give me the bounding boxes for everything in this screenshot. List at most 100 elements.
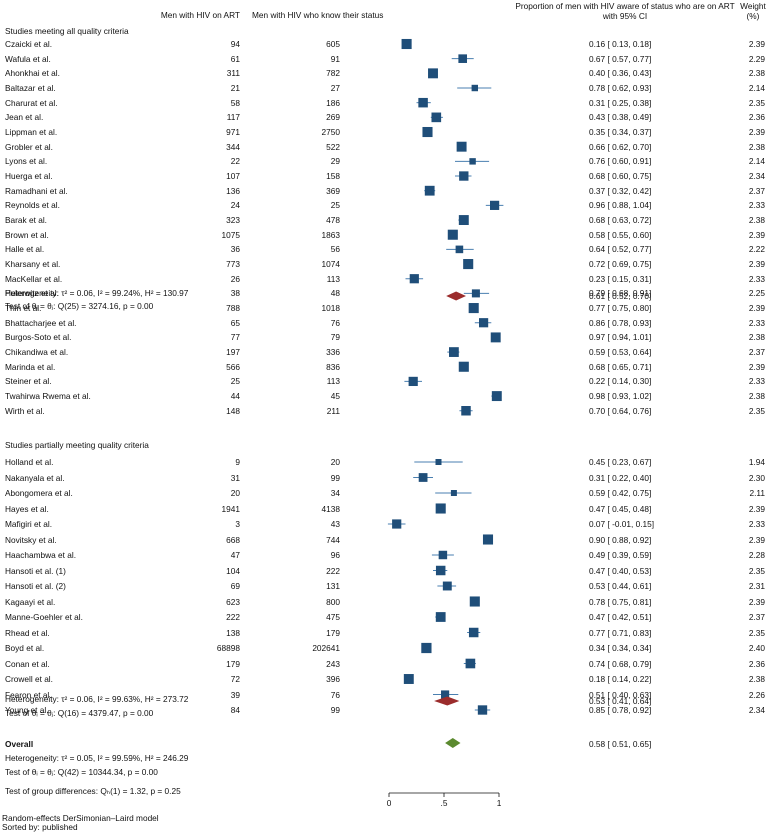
study-weight: 2.37 (748, 612, 765, 622)
study-weight: 2.34 (748, 171, 765, 182)
study-weight: 2.39 (748, 503, 765, 514)
study-art-count: 623 (226, 596, 240, 607)
study-weight: 2.37 (748, 347, 765, 358)
study-ci-text: 0.78 [ 0.62, 0.93] (589, 83, 652, 93)
study-know-count: 79 (330, 332, 340, 343)
study-name: Ramadhani et al. (5, 185, 68, 196)
study-know-count: 27 (330, 83, 340, 93)
study-ci-text: 0.68 [ 0.60, 0.75] (589, 171, 652, 182)
study-weight: 2.38 (748, 68, 765, 79)
study-name: Boyd et al. (5, 643, 45, 653)
study-box (418, 97, 428, 108)
study-box (418, 473, 428, 482)
study-ci-text: 0.90 [ 0.88, 0.92] (589, 534, 652, 545)
group-heterogeneity: Heterogeneity: τ² = 0.06, I² = 99.63%, H… (5, 694, 189, 704)
study-art-count: 179 (226, 658, 240, 669)
study-name: Hansoti et al. (1) (5, 565, 66, 576)
study-art-count: 44 (230, 391, 240, 402)
study-know-count: 1074 (321, 259, 340, 270)
study-weight: 2.39 (748, 259, 765, 270)
study-box (441, 690, 450, 699)
study-box (392, 519, 402, 529)
study-weight: 2.35 (748, 565, 765, 576)
study-art-count: 47 (230, 550, 240, 560)
study-art-count: 773 (226, 259, 240, 270)
study-art-count: 197 (226, 347, 240, 358)
study-know-count: 99 (330, 705, 340, 715)
study-box (435, 503, 446, 514)
study-art-count: 20 (230, 488, 240, 498)
study-ci-text: 0.47 [ 0.40, 0.53] (589, 565, 652, 576)
study-box (424, 185, 435, 196)
study-ci-text: 0.23 [ 0.15, 0.31] (589, 273, 652, 284)
study-weight: 2.30 (748, 472, 765, 483)
study-box (449, 347, 459, 357)
study-art-count: 36 (230, 244, 240, 255)
study-art-count: 107 (226, 171, 240, 182)
study-know-count: 2750 (321, 127, 340, 138)
study-weight: 1.94 (748, 457, 765, 467)
study-ci-text: 0.98 [ 0.93, 1.02] (589, 391, 652, 402)
study-weight: 2.39 (748, 229, 765, 240)
study-name: Pulerwitz et al. (5, 288, 59, 299)
study-art-count: 61 (230, 53, 240, 64)
study-box (463, 259, 474, 270)
group-test: Test of θᵢ = θⱼ: Q(25) = 3274.16, p = 0.… (5, 301, 154, 311)
study-know-count: 186 (326, 97, 340, 108)
study-know-count: 158 (326, 171, 340, 182)
study-ci-text: 0.66 [ 0.62, 0.70] (589, 141, 652, 152)
study-know-count: 605 (326, 39, 340, 49)
study-box (447, 229, 458, 240)
study-art-count: 65 (230, 317, 240, 328)
study-art-count: 84 (230, 705, 240, 715)
study-ci-text: 0.35 [ 0.34, 0.37] (589, 127, 652, 138)
study-art-count: 25 (230, 376, 240, 387)
study-weight: 2.39 (748, 361, 765, 372)
study-name: Marinda et al. (5, 361, 56, 372)
study-box (408, 376, 418, 387)
study-know-count: 1018 (321, 303, 340, 314)
study-know-count: 34 (330, 488, 340, 498)
study-ci-text: 0.68 [ 0.63, 0.72] (589, 215, 652, 226)
study-name: Ahonkhai et al. (5, 68, 60, 79)
study-art-count: 222 (226, 612, 240, 622)
study-know-count: 113 (326, 376, 340, 387)
study-name: Huerga et al. (5, 171, 53, 182)
study-ci-text: 0.58 [ 0.55, 0.60] (589, 229, 652, 240)
study-name: Halle et al. (5, 244, 45, 255)
study-art-count: 72 (230, 674, 240, 684)
study-ci-text: 0.64 [ 0.52, 0.77] (589, 244, 652, 255)
study-know-count: 179 (326, 627, 340, 638)
study-art-count: 3 (235, 519, 240, 529)
study-know-count: 131 (326, 581, 340, 591)
study-ci-text: 0.67 [ 0.57, 0.77] (589, 53, 652, 64)
study-know-count: 222 (326, 565, 340, 576)
study-ci-text: 0.85 [ 0.78, 0.92] (589, 705, 652, 715)
study-ci-text: 0.72 [ 0.69, 0.75] (589, 259, 652, 270)
study-ci-text: 0.70 [ 0.64, 0.76] (589, 405, 652, 416)
study-know-count: 369 (326, 185, 340, 196)
study-box (471, 289, 480, 298)
study-ci-text: 0.49 [ 0.39, 0.59] (589, 550, 652, 560)
study-know-count: 211 (326, 405, 340, 416)
study-box (482, 534, 494, 545)
study-box (469, 596, 480, 607)
study-art-count: 69 (230, 581, 240, 591)
study-ci-text: 0.74 [ 0.68, 0.79] (589, 658, 652, 669)
study-ci-text: 0.07 [ -0.01, 0.15] (589, 519, 655, 529)
study-name: Twahirwa Rwema et al. (5, 391, 91, 402)
overall-label: Overall (5, 739, 34, 749)
x-axis-tick-label: 0 (386, 798, 392, 808)
study-box (403, 674, 414, 684)
study-name: Reynolds et al. (5, 200, 60, 211)
study-box (422, 126, 433, 138)
study-box (465, 658, 476, 669)
study-art-count: 26 (230, 273, 240, 284)
study-know-count: 56 (330, 244, 340, 255)
study-box (409, 274, 419, 284)
study-weight: 2.37 (748, 185, 765, 196)
study-know-count: 744 (326, 534, 340, 545)
study-weight: 2.33 (748, 519, 765, 529)
study-name: Steiner et al. (5, 376, 52, 387)
study-know-count: 99 (330, 472, 340, 483)
